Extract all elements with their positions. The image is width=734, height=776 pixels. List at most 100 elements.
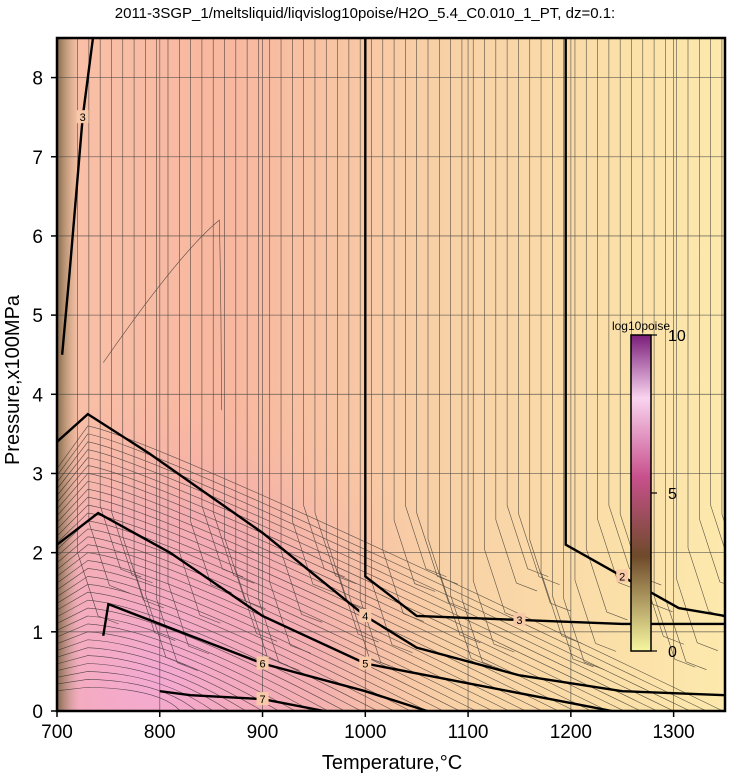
thin-contour [57,686,181,711]
thin-contour [57,528,510,711]
thin-contour [57,591,378,711]
y-tick-label: 0 [32,702,43,723]
thin-contour [721,38,725,525]
colorbar-ticks: 0 5 10 [651,328,686,661]
thin-contour [269,38,311,654]
thin-contour [665,38,707,670]
x-axis-ticks: 700 800 900 1000 1100 1200 1300 [41,711,695,743]
contour-label-bg [513,612,526,626]
thin-contour [57,481,608,711]
thin-contour [57,647,263,711]
thin-contour [57,441,691,711]
thin-contour [57,433,707,711]
contour-label-bg [256,692,269,706]
thin-contour [348,38,391,667]
thin-contour [88,38,131,594]
thin-contour [102,219,222,411]
contour-label: 6 [259,658,265,670]
thin-contour [99,38,142,578]
thin-contour [212,38,255,584]
thin-contour [111,38,153,584]
contour-line-6 [102,602,428,711]
x-tick-label: 1100 [448,722,489,743]
thin-contour [167,38,210,655]
x-tick-label: 1200 [550,722,592,743]
thin-contour [585,38,628,621]
thin-contour [597,38,639,591]
thin-contour [57,584,395,711]
x-tick-label: 700 [41,722,73,743]
thin-contour [371,38,413,653]
thin-contour [439,38,481,644]
contour-line-3 [60,38,95,355]
thin-contour [57,552,460,711]
thin-contour [676,38,718,651]
y-tick-label: 3 [32,464,43,485]
thin-contour [246,38,289,666]
thin-contour [359,38,402,671]
thin-contour [325,38,368,610]
contour-line-5 [57,511,613,711]
x-tick-label: 800 [144,722,176,743]
thin-contour [540,38,583,644]
colorbar-tick-label: 0 [668,644,677,661]
thin-contour [57,607,345,711]
colorbar-tick-label: 10 [668,328,686,345]
colorbar-label: log10poise [612,319,670,333]
thin-contour [461,38,504,671]
thin-contour [57,457,658,711]
thin-contour [314,38,357,585]
contour-line-7 [159,690,325,711]
y-tick-label: 5 [32,306,43,327]
colorbar-scale [630,334,652,652]
thin-contour [57,599,362,711]
x-tick-label: 1000 [344,722,386,743]
thin-contour [57,560,444,711]
thin-contour [57,623,313,711]
thin-contour [653,38,696,668]
thin-contour [57,449,674,711]
thin-contour [393,38,436,592]
thin-contour [122,38,164,609]
contour-label: 7 [259,694,265,706]
contour-label-bg [359,656,372,670]
contour-label-bg [256,656,269,670]
thin-contour [156,38,198,671]
plot-area: 2 3 4 5 6 7 3 [57,38,725,711]
thin-contour [178,38,221,624]
chart-title: 2011-3SGP_1/meltsliquid/liqvislog10poise… [115,5,615,22]
colorbar: log10poise 0 5 10 [612,319,686,661]
thin-contour [280,38,323,623]
thin-contour [57,520,526,711]
contour-label: 2 [619,571,625,583]
contour-labels: 2 3 4 5 6 7 3 [76,110,629,706]
thin-contour [57,663,230,711]
thin-contour [224,38,266,610]
thin-contour [57,425,724,711]
contour-label: 5 [362,658,368,670]
thin-contour [57,488,592,711]
thin-contour [450,38,492,667]
contour-label: 3 [516,615,522,627]
y-tick-label: 8 [32,69,43,90]
thin-contour [133,38,176,641]
thin-contour [57,504,559,711]
thin-contour [518,38,560,585]
thin-contour [495,38,538,592]
y-tick-label: 7 [32,148,43,169]
y-tick-label: 6 [32,227,43,248]
thin-contour [57,615,329,711]
x-axis-label: Temperature,°C [322,752,462,774]
plot-frame [55,36,727,713]
grid-lines [57,38,725,711]
thin-contour-lines [57,38,725,711]
contour-label-bg [76,110,89,124]
thin-contour [529,38,571,612]
x-tick-label: 1300 [652,722,694,743]
thin-contour [57,465,641,711]
thin-contour [57,631,296,711]
low-temperature-edge [57,38,79,711]
y-axis-ticks: 0 1 2 3 4 5 6 7 8 [32,69,57,723]
y-tick-label: 1 [32,623,43,644]
